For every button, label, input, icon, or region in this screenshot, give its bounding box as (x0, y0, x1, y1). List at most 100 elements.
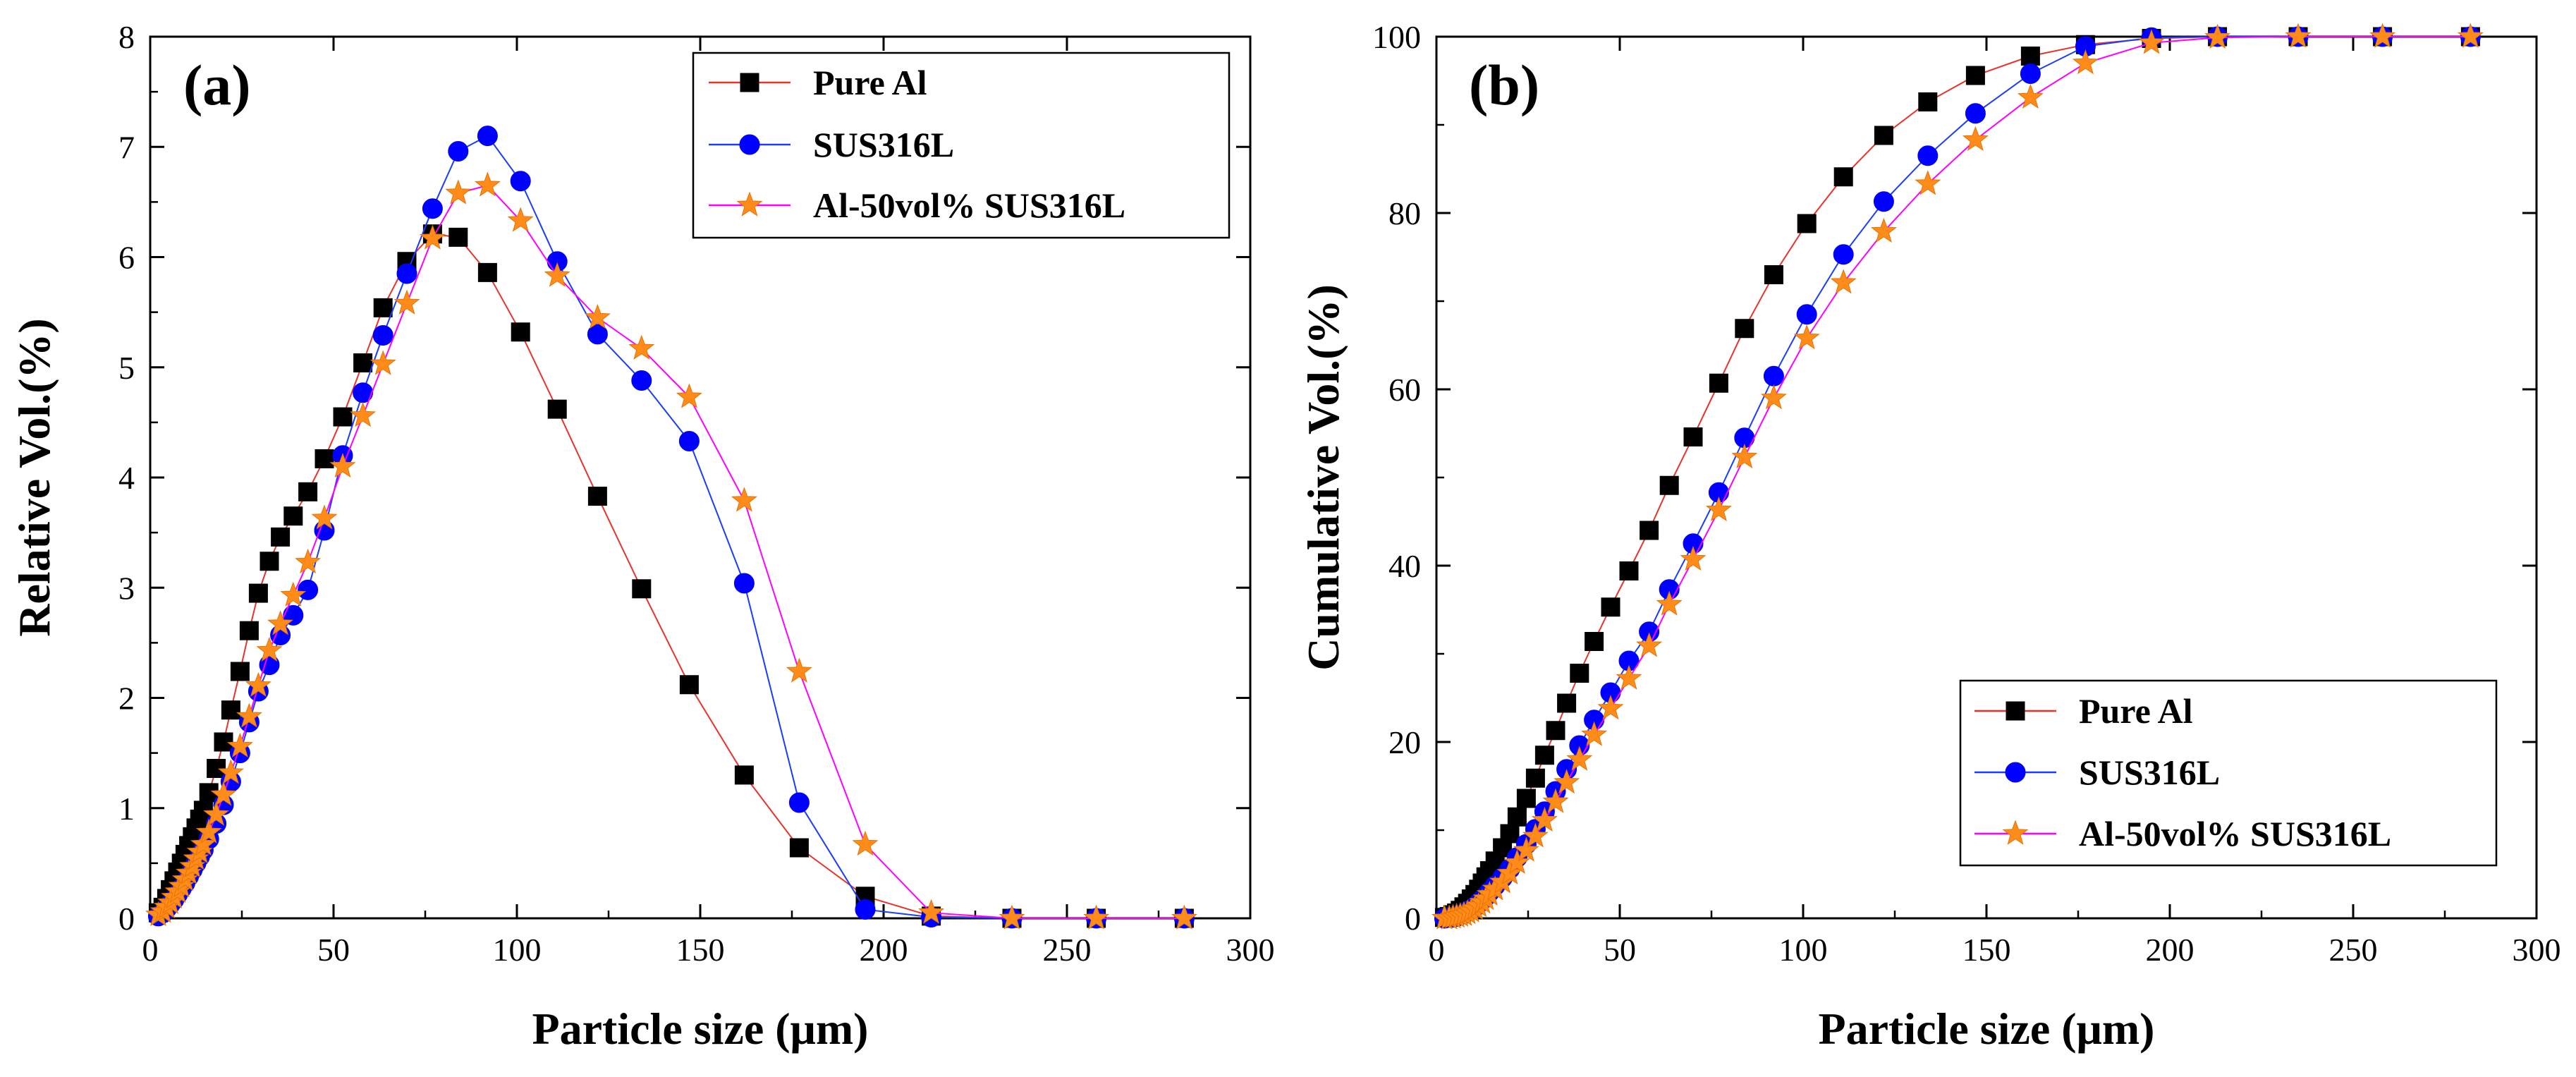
panel-a-point-sus316l (733, 573, 755, 594)
panel-b-series-markers-al-50vol-sus316l (1431, 23, 2484, 930)
panel-b-point-al-50vol-sus316l (1962, 126, 1989, 151)
panel-a-point-al-50vol-sus316l (393, 289, 420, 315)
panel-b-x-tick-label: 200 (2146, 932, 2195, 968)
panel-a-point-al-50vol-sus316l (190, 830, 216, 856)
panel-a-y-tick-label: 2 (118, 681, 135, 717)
panel-b-legend-symbol-pure-al (1974, 701, 2056, 721)
panel-b-point-sus316l (1763, 365, 1784, 387)
panel-b-point-pure-al (1534, 746, 1554, 765)
panel-a-point-pure-al (734, 765, 754, 785)
panel-a-y-tick-label: 1 (118, 791, 135, 827)
panel-a-point-al-50vol-sus316l (1083, 904, 1110, 930)
panel-b-point-pure-al (1735, 319, 1754, 339)
panel-a-point-sus316l (855, 899, 876, 920)
panel-b-point-pure-al (1797, 214, 1817, 233)
panel-b-x-tick-label: 50 (1604, 932, 1636, 968)
panel-b-x-tick-label: 150 (1962, 932, 2011, 968)
panel-a-point-sus316l (631, 370, 652, 391)
panel-b-legend-label-sus316l: SUS316L (2079, 753, 2220, 792)
panel-a-point-al-50vol-sus316l (370, 350, 396, 375)
panel-b-point-pure-al (1570, 664, 1589, 683)
panel-a-point-pure-al (789, 838, 809, 858)
panel-a-legend-symbol-pure-al (709, 73, 790, 92)
panel-a-chart: (a) 0 50 100 150 200 250 300 0 1 2 3 4 5 6 7 8 Particle… (9, 19, 1275, 1054)
panel-a-series-markers-pure-al (148, 224, 1194, 928)
panel-a-point-al-50vol-sus316l (676, 383, 702, 408)
panel-a-point-pure-al (298, 482, 318, 501)
panel-a-y-axis-title: Relative Vol.(%) (9, 318, 59, 637)
panel-a-point-pure-al (511, 322, 530, 342)
panel-a-y-tick-label: 5 (118, 350, 135, 386)
panel-a-point-al-50vol-sus316l (226, 732, 253, 757)
panel-b-point-pure-al (1709, 373, 1728, 393)
legend-marker-sus316l (739, 134, 760, 155)
panel-a-ticks: 0 50 100 150 200 250 300 0 1 2 3 4 5 6 7 8 (118, 19, 1275, 968)
panel-b-point-sus316l (1796, 304, 1817, 325)
legend-marker-al-50vol-sus316l (2002, 820, 2029, 845)
legend-marker-al-50vol-sus316l (736, 191, 763, 217)
panel-b-point-al-50vol-sus316l (1542, 788, 1569, 813)
panel-a-point-al-50vol-sus316l (999, 904, 1025, 930)
panel-b-point-pure-al (1764, 265, 1783, 284)
panel-b-point-al-50vol-sus316l (1870, 217, 1897, 243)
panel-b-y-tick-label: 100 (1372, 19, 1421, 55)
panel-a-legend-label-sus316l: SUS316L (813, 125, 954, 164)
panel-a-x-axis-title: Particle size (μm) (532, 1004, 869, 1054)
panel-b-y-tick-label: 60 (1388, 372, 1421, 408)
panel-a-point-al-50vol-sus316l (267, 610, 294, 635)
panel-b-point-pure-al (1500, 824, 1520, 844)
panel-a-legend-label-pure-al: Pure Al (813, 63, 927, 102)
panel-b-point-al-50vol-sus316l (1616, 664, 1642, 690)
panel-b-point-pure-al (1507, 807, 1527, 827)
panel-a-series-markers-sus316l (147, 126, 1195, 929)
panel-b-point-pure-al (1601, 597, 1620, 617)
panel-a-point-al-50vol-sus316l (256, 636, 283, 662)
panel-a-point-pure-al (260, 552, 279, 571)
panel-b-point-al-50vol-sus316l (1636, 632, 1663, 657)
panel-b-point-al-50vol-sus316l (2017, 83, 2044, 109)
panel-b-legend-symbol-al-50vol-sus316l (1974, 820, 2056, 845)
panel-b-point-pure-al (1918, 92, 1938, 111)
panel-b-point-pure-al (1874, 126, 1893, 145)
panel-b-point-pure-al (1619, 561, 1639, 580)
panel-a-point-al-50vol-sus316l (507, 207, 534, 232)
panel-a-point-sus316l (678, 430, 700, 451)
panel-a-point-al-50vol-sus316l (852, 830, 879, 856)
panel-a-point-pure-al (353, 353, 373, 372)
panel-b-point-pure-al (1683, 427, 1703, 446)
panel-a-point-pure-al (477, 262, 497, 282)
panel-a-series (145, 126, 1197, 930)
panel-a-point-pure-al (221, 700, 240, 720)
panel-a-point-pure-al (315, 449, 334, 468)
panel-a-legend: Pure Al SUS316L Al-50vol% SUS316L (692, 51, 1231, 239)
panel-b-point-sus316l (1833, 244, 1854, 265)
legend-marker-pure-al (740, 73, 759, 92)
panel-b-point-al-50vol-sus316l (2072, 49, 2099, 75)
panel-a-point-al-50vol-sus316l (628, 334, 655, 360)
panel-b-point-pure-al (1546, 721, 1565, 741)
panel-a-label: (a) (183, 53, 251, 117)
panel-b-y-axis-title: Cumulative Vol.(%) (1298, 284, 1348, 671)
panel-a-point-al-50vol-sus316l (419, 224, 446, 250)
panel-a-point-al-50vol-sus316l (1171, 904, 1197, 930)
panel-a-x-tick-label: 100 (493, 932, 542, 968)
panel-b-x-axis-title: Particle size (μm) (1819, 1004, 2155, 1054)
panel-a-point-pure-al (679, 675, 699, 695)
panel-b-x-tick-label: 0 (1429, 932, 1445, 968)
panel-a-legend-label-al-50vol-sus316l: Al-50vol% SUS316L (813, 185, 1125, 225)
panel-b-point-al-50vol-sus316l (2138, 29, 2165, 54)
panel-b-point-pure-al (1557, 693, 1577, 713)
panel-a-point-al-50vol-sus316l (445, 179, 472, 205)
panel-b-point-pure-al (1516, 789, 1536, 808)
panel-a-y-tick-label: 7 (118, 129, 135, 165)
panel-b-point-al-50vol-sus316l (2204, 23, 2231, 49)
panel-a-point-pure-al (283, 506, 303, 526)
panel-a-point-al-50vol-sus316l (918, 899, 945, 924)
panel-b-y-tick-label: 20 (1388, 724, 1421, 760)
panel-a-point-pure-al (547, 399, 567, 419)
legend-marker-pure-al (2006, 701, 2025, 721)
panel-a-point-al-50vol-sus316l (203, 801, 230, 826)
panel-a-point-al-50vol-sus316l (295, 548, 322, 574)
panel-a-point-pure-al (271, 527, 291, 547)
